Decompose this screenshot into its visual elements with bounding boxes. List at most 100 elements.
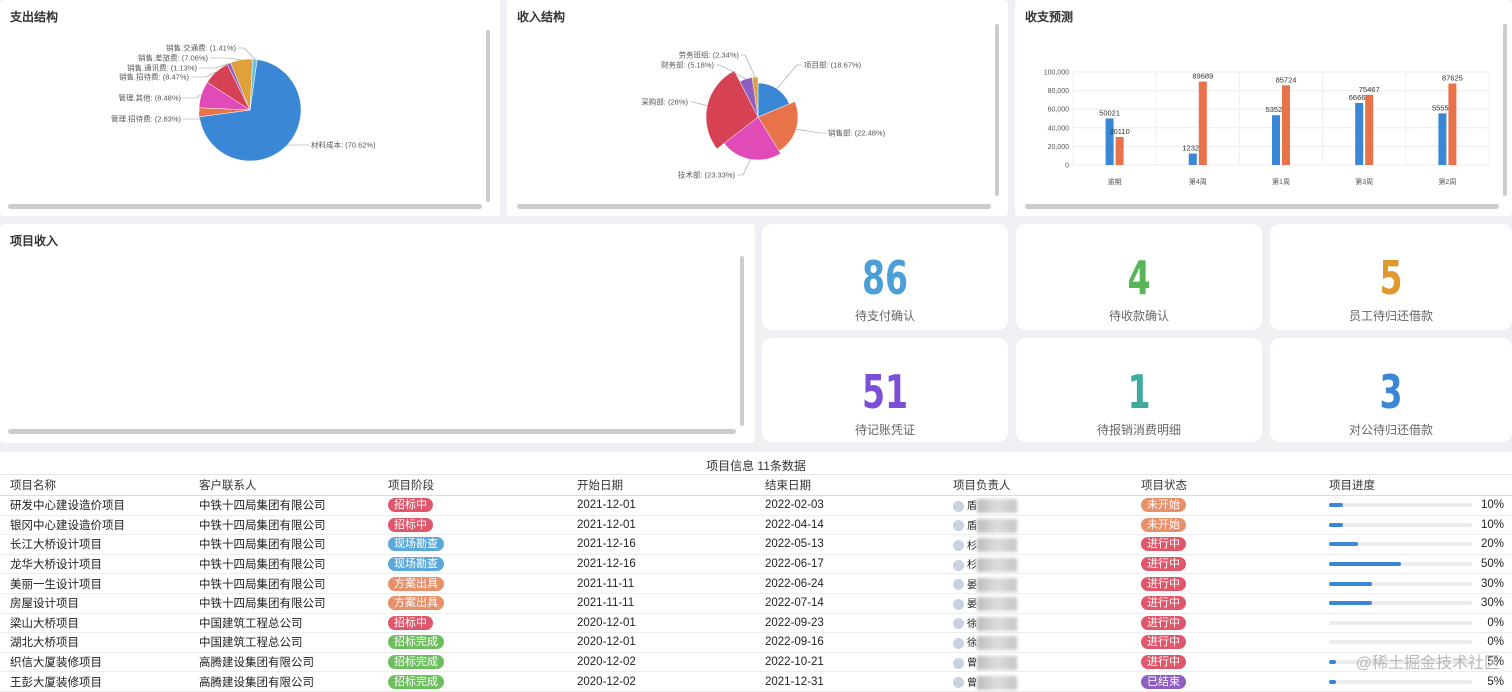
pie-slice	[751, 76, 759, 118]
progress-percent: 30%	[1480, 577, 1504, 590]
stat-value: 51	[861, 365, 909, 419]
table-row[interactable]: 研发中心建设造价项目 中铁十四局集团有限公司 招标中 2021-12-01 2022-0…	[0, 495, 1512, 516]
column-header[interactable]: 客户联系人	[189, 474, 378, 496]
project-name-cell[interactable]: 长江大桥设计项目	[0, 534, 189, 555]
column-header[interactable]: 项目状态	[1131, 474, 1319, 496]
pie-slice	[757, 82, 790, 118]
owner-name: 晏	[967, 579, 977, 591]
column-header[interactable]: 项目阶段	[378, 474, 567, 496]
progress-percent: 30%	[1480, 597, 1504, 610]
table-row[interactable]: 房屋设计项目 中铁十四局集团有限公司 方案出具 2021-11-11 2022-07-1…	[0, 593, 1512, 614]
vertical-scrollbar[interactable]	[486, 30, 490, 202]
project-name-cell[interactable]: 银冈中心建设造价项目	[0, 515, 189, 536]
stat-label: 待记账凭证	[854, 423, 915, 437]
vertical-scrollbar[interactable]	[995, 24, 999, 196]
status-cell: 进行中	[1131, 554, 1319, 575]
end-date-cell: 2021-12-31	[755, 671, 943, 692]
avatar	[953, 677, 964, 689]
project-name-cell[interactable]: 织信大厦装修项目	[0, 652, 189, 673]
status-cell: 已结束	[1131, 671, 1319, 692]
bar-value-label: 89689	[1192, 72, 1213, 81]
status-tag: 进行中	[1141, 557, 1186, 572]
stat-value: 3	[1379, 365, 1403, 419]
stat-card-pending-payment[interactable]: 86 待支付确认	[762, 224, 1008, 330]
y-tick-label: 0	[1065, 163, 1069, 170]
y-tick-label: 40,000	[1048, 125, 1070, 132]
progress-bar	[1329, 601, 1472, 606]
x-tick-label: 第1周	[1272, 177, 1290, 186]
project-name-cell[interactable]: 房屋设计项目	[0, 593, 189, 614]
pie-leader-line	[776, 64, 802, 89]
stat-card-pending-receipt[interactable]: 4 待收款确认	[1016, 224, 1262, 330]
pie-slice-label: 劳务班组: (2.34%)	[679, 50, 740, 60]
column-header[interactable]: 开始日期	[567, 474, 755, 496]
progress-cell: 0%	[1319, 632, 1512, 653]
client-cell: 中国建筑工程总公司	[189, 613, 378, 634]
owner-cell: 曾	[943, 671, 1131, 692]
stage-cell: 方案出具	[378, 593, 567, 614]
progress-percent: 0%	[1487, 636, 1504, 649]
project-name-cell[interactable]: 研发中心建设造价项目	[0, 495, 189, 516]
project-name-cell[interactable]: 美丽一生设计项目	[0, 573, 189, 594]
pie-leader-line	[690, 101, 708, 107]
status-tag: 进行中	[1141, 655, 1186, 670]
horizontal-scrollbar[interactable]	[517, 204, 991, 209]
bar-value-label: 53529	[1266, 105, 1287, 114]
table-row[interactable]: 龙华大桥设计项目 中铁十四局集团有限公司 现场勘查 2021-12-16 2022-06…	[0, 554, 1512, 575]
progress-fill	[1329, 503, 1344, 508]
table-header-row: 项目名称 客户联系人 项目阶段 开始日期 结束日期 项目负责人 项目状态 项目进…	[0, 474, 1512, 496]
pie-leader-line	[285, 144, 309, 147]
owner-name: 晏	[967, 599, 977, 611]
owner-name: 徐	[967, 638, 977, 650]
bar-value-label: 50021	[1099, 108, 1120, 117]
start-date-cell: 2021-12-01	[567, 495, 755, 516]
vertical-scrollbar[interactable]	[740, 256, 744, 426]
pie-leader-line	[238, 47, 256, 60]
table-row[interactable]: 王彭大厦装修项目 高腾建设集团有限公司 招标完成 2020-12-02 2021-12-…	[0, 671, 1512, 692]
status-cell: 进行中	[1131, 652, 1319, 673]
start-date-cell: 2021-12-16	[567, 554, 755, 575]
progress-fill	[1329, 522, 1344, 527]
expense-structure-panel: 支出结构 材料成本: (70.62%) 管理.招待费: (2.83%) 管理.其他:…	[0, 0, 500, 216]
progress-cell: 5%	[1319, 671, 1512, 692]
status-cell: 未开始	[1131, 495, 1319, 516]
bar	[1105, 118, 1114, 165]
pie-leader-line	[183, 94, 202, 99]
pie-slice-label: 采购部: (28%)	[641, 97, 688, 107]
column-header[interactable]: 项目进度	[1319, 474, 1512, 496]
column-header[interactable]: 项目名称	[0, 474, 189, 496]
progress-fill	[1329, 542, 1358, 547]
stat-card-pending-reimbursement[interactable]: 1 待报销消费明细	[1016, 338, 1262, 442]
panel-title: 项目收入	[10, 234, 59, 248]
avatar	[953, 539, 964, 551]
table-row[interactable]: 长江大桥设计项目 中铁十四局集团有限公司 现场勘查 2021-12-16 2022-05…	[0, 534, 1512, 555]
project-name-cell[interactable]: 梁山大桥项目	[0, 613, 189, 634]
horizontal-scrollbar[interactable]	[8, 204, 482, 209]
progress-percent: 5%	[1487, 675, 1504, 688]
stat-card-pending-voucher[interactable]: 51 待记账凭证	[762, 338, 1008, 442]
stage-cell: 现场勘查	[378, 554, 567, 575]
stage-tag: 现场勘查	[388, 557, 444, 572]
bar	[1438, 113, 1447, 165]
project-name-cell[interactable]: 湖北大桥项目	[0, 632, 189, 653]
project-name-cell[interactable]: 龙华大桥设计项目	[0, 554, 189, 575]
horizontal-scrollbar[interactable]	[1025, 204, 1499, 209]
stat-card-employee-loan[interactable]: 5 员工待归还借款	[1270, 224, 1512, 330]
stat-card-corporate-loan[interactable]: 3 对公待归还借款	[1270, 338, 1512, 442]
table-row[interactable]: 银冈中心建设造价项目 中铁十四局集团有限公司 招标中 2021-12-01 2022-0…	[0, 515, 1512, 536]
horizontal-scrollbar[interactable]	[8, 429, 736, 434]
table-row[interactable]: 湖北大桥项目 中国建筑工程总公司 招标完成 2020-12-01 2022-09-16 徐…	[0, 632, 1512, 653]
column-header[interactable]: 结束日期	[755, 474, 943, 496]
start-date-cell: 2021-12-01	[567, 515, 755, 536]
table-row[interactable]: 织信大厦装修项目 高腾建设集团有限公司 招标完成 2020-12-02 2022-10-…	[0, 652, 1512, 673]
vertical-scrollbar[interactable]	[1503, 24, 1507, 196]
table-row[interactable]: 美丽一生设计项目 中铁十四局集团有限公司 方案出具 2021-11-11 2022-06…	[0, 573, 1512, 594]
end-date-cell: 2022-06-24	[755, 573, 943, 594]
stat-label: 待支付确认	[854, 309, 915, 323]
bar	[1282, 85, 1290, 165]
project-name-cell[interactable]: 王彭大厦装修项目	[0, 671, 189, 692]
column-header[interactable]: 项目负责人	[943, 474, 1131, 496]
table-row[interactable]: 梁山大桥项目 中国建筑工程总公司 招标中 2020-12-01 2022-09-23 徐 进…	[0, 613, 1512, 634]
pie-leader-line	[741, 54, 756, 78]
bar	[1448, 83, 1457, 165]
